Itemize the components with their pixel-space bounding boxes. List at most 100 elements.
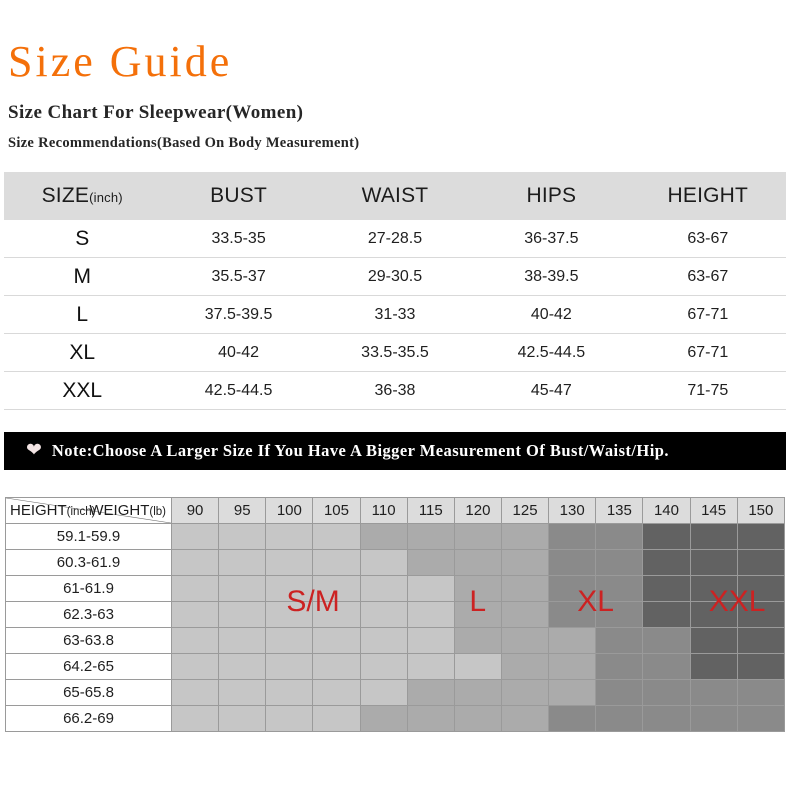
matrix-cell (312, 549, 361, 576)
matrix-cell (736, 705, 786, 732)
page-title: Size Guide (8, 37, 233, 86)
diagonal-divider-icon (7, 498, 170, 523)
cell-size: XXL (4, 371, 161, 410)
matrix-cell (312, 679, 361, 706)
column-header-bust: BUST (160, 172, 317, 220)
matrix-cell (218, 679, 267, 706)
matrix-row: 63-63.8 (5, 627, 786, 654)
matrix-weight-axis-text: WEIGHT (89, 502, 150, 519)
weight-height-matrix: WEIGHT(lb) HEIGHT(inch) 90 95 100 105 11… (5, 497, 786, 732)
column-header-size: SIZE(inch) (4, 172, 161, 220)
matrix-height-label: 61-61.9 (5, 575, 172, 602)
cell-bust: 42.5-44.5 (160, 371, 317, 410)
matrix-height-axis-unit: (inch) (66, 506, 96, 518)
matrix-cell (453, 705, 502, 732)
matrix-cell (595, 705, 644, 732)
cell-waist: 27-28.5 (316, 220, 474, 258)
matrix-height-axis-text: HEIGHT (10, 502, 67, 519)
matrix-height-label: 64.2-65 (5, 653, 172, 680)
matrix-cell (736, 627, 786, 654)
matrix-cell (170, 679, 220, 706)
matrix-cell (689, 679, 738, 706)
matrix-cell (170, 549, 220, 576)
matrix-weight-axis-label: WEIGHT(lb) (89, 502, 166, 519)
matrix-weight-header: 90 (170, 497, 220, 524)
cell-bust: 35.5-37 (160, 257, 317, 296)
matrix-corner-cell: WEIGHT(lb) HEIGHT(inch) (5, 497, 172, 524)
matrix-cell (312, 627, 361, 654)
matrix-cell (359, 601, 408, 628)
matrix-cell (736, 653, 786, 680)
matrix-weight-header: 110 (359, 497, 408, 524)
size-chart-header-row: SIZE(inch) BUST WAIST HIPS HEIGHT (4, 172, 786, 220)
matrix-cell (453, 575, 502, 602)
matrix-cell (736, 679, 786, 706)
matrix-cell (218, 653, 267, 680)
matrix-cell (406, 705, 455, 732)
matrix-cell (170, 575, 220, 602)
matrix-cell (642, 523, 691, 550)
matrix-weight-header: 150 (736, 497, 786, 524)
column-header-waist: WAIST (316, 172, 474, 220)
matrix-cell (312, 653, 361, 680)
matrix-cell (736, 549, 786, 576)
matrix-height-label: 62.3-63 (5, 601, 172, 628)
matrix-cell (689, 549, 738, 576)
matrix-cell (312, 575, 361, 602)
column-header-hips: HIPS (473, 172, 630, 220)
table-row: S 33.5-35 27-28.5 36-37.5 63-67 (4, 220, 786, 258)
matrix-cell (500, 523, 550, 550)
matrix-cell (689, 601, 738, 628)
matrix-cell (595, 679, 644, 706)
cell-hips: 38-39.5 (473, 257, 630, 296)
matrix-cell (359, 549, 408, 576)
matrix-height-label: 66.2-69 (5, 705, 172, 732)
cell-hips: 42.5-44.5 (473, 333, 630, 372)
note-text: Note:Choose A Larger Size If You Have A … (51, 441, 669, 460)
cell-waist: 31-33 (316, 295, 474, 334)
cell-hips: 40-42 (473, 295, 630, 334)
matrix-row: 64.2-65 (5, 653, 786, 680)
cell-size: L (4, 295, 161, 334)
matrix-cell (595, 653, 644, 680)
matrix-cell (500, 653, 550, 680)
matrix-cell (406, 653, 455, 680)
matrix-cell (359, 575, 408, 602)
matrix-cell (406, 601, 455, 628)
cell-height: 67-71 (629, 295, 786, 334)
note-banner: ❤ Note:Choose A Larger Size If You Have … (4, 432, 786, 470)
matrix-height-label: 59.1-59.9 (5, 523, 172, 550)
matrix-cell (265, 523, 314, 550)
matrix-height-label: 63-63.8 (5, 627, 172, 654)
matrix-cell (312, 705, 361, 732)
cell-bust: 33.5-35 (160, 220, 317, 258)
matrix-row: 60.3-61.9 (5, 549, 786, 576)
matrix-cell (548, 705, 597, 732)
cell-waist: 36-38 (316, 371, 474, 410)
matrix-weight-header: 145 (689, 497, 738, 524)
matrix-cell (548, 523, 597, 550)
matrix-cell (642, 549, 691, 576)
cell-waist: 29-30.5 (316, 257, 474, 296)
matrix-cell (453, 523, 502, 550)
column-header-size-unit: (inch) (89, 190, 123, 205)
matrix-weight-axis-unit: (lb) (149, 506, 166, 518)
matrix-cell (453, 627, 502, 654)
matrix-cell (689, 627, 738, 654)
matrix-weight-header: 100 (265, 497, 314, 524)
matrix-cell (218, 523, 267, 550)
matrix-cell (265, 705, 314, 732)
matrix-row: 59.1-59.9 (5, 523, 786, 550)
table-row: XL 40-42 33.5-35.5 42.5-44.5 67-71 (4, 333, 786, 372)
matrix-cell (453, 679, 502, 706)
matrix-cell (218, 575, 267, 602)
matrix-row: 66.2-69 (5, 705, 786, 732)
heart-icon: ❤ (26, 439, 42, 461)
matrix-weight-header: 130 (548, 497, 597, 524)
matrix-cell (595, 601, 644, 628)
matrix-cell (359, 653, 408, 680)
matrix-cell (689, 575, 738, 602)
cell-bust: 37.5-39.5 (160, 295, 317, 334)
matrix-cell (595, 575, 644, 602)
matrix-cell (548, 679, 597, 706)
